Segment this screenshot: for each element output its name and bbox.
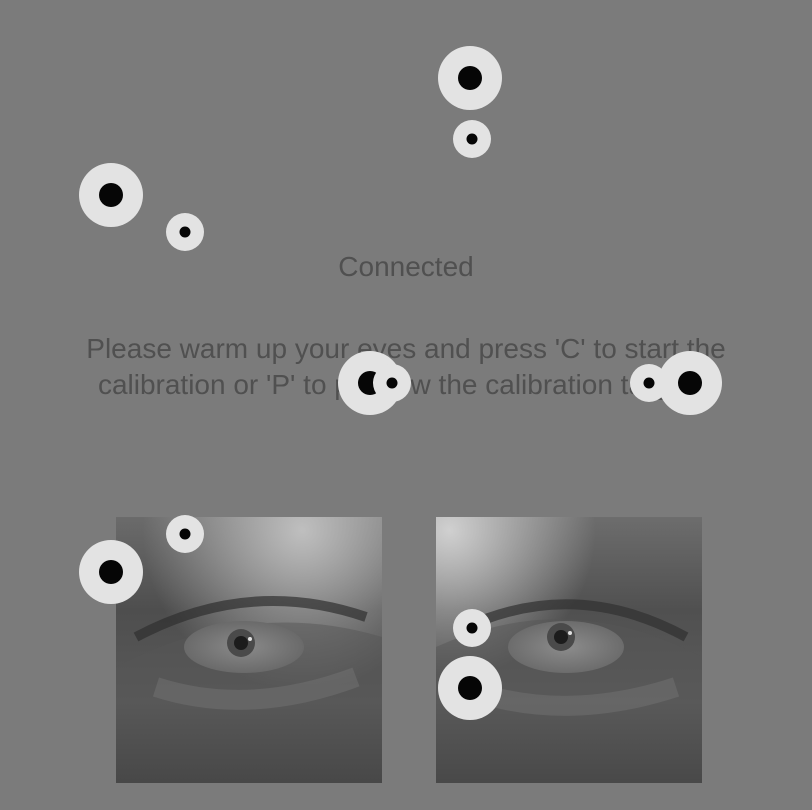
calibration-target-small: [166, 515, 204, 553]
calibration-target-center: [466, 133, 478, 145]
calibration-target-center: [458, 676, 482, 700]
calibration-target-small: [453, 609, 491, 647]
connection-status: Connected: [338, 251, 474, 282]
calibration-target-center: [386, 377, 398, 389]
instructions-line-1: Please warm up your eyes and press 'C' t…: [86, 333, 726, 364]
calibration-target-center: [99, 560, 123, 584]
calibration-target-center: [643, 377, 655, 389]
calibration-target-large: [658, 351, 722, 415]
calibration-target-center: [466, 622, 478, 634]
calibration-target-large: [79, 540, 143, 604]
calibration-target-small: [373, 364, 411, 402]
calibration-target-center: [678, 371, 702, 395]
right-eye-camera-image: [436, 517, 702, 783]
calibration-target-large: [438, 46, 502, 110]
calibration-target-large: [79, 163, 143, 227]
calibration-target-center: [458, 66, 482, 90]
calibration-target-center: [99, 183, 123, 207]
calibration-target-center: [179, 528, 191, 540]
calibration-target-small: [166, 213, 204, 251]
calibration-target-small: [453, 120, 491, 158]
calibration-target-large: [438, 656, 502, 720]
calibration-target-center: [179, 226, 191, 238]
left-eye-camera-image: [116, 517, 382, 783]
